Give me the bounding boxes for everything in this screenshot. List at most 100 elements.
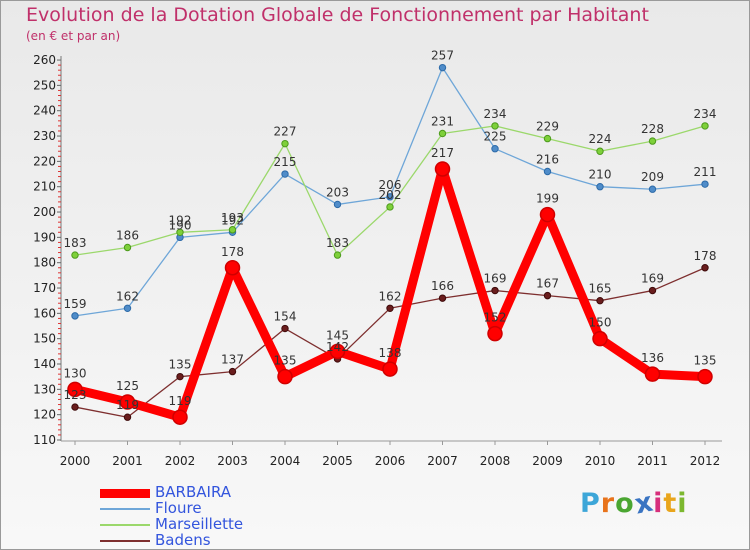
x-tick-label: 2012: [690, 454, 721, 468]
data-label-barbaira: 138: [379, 346, 402, 360]
x-tick-label: 2007: [427, 454, 458, 468]
legend-swatch: [100, 524, 150, 526]
data-label-badens: 165: [589, 282, 612, 296]
y-tick-label: 220: [33, 154, 56, 168]
data-point-marseillette: [491, 122, 499, 130]
data-label-badens: 162: [379, 289, 402, 303]
data-point-floure: [333, 200, 342, 209]
data-label-barbaira: 150: [589, 316, 612, 330]
data-label-floure: 192: [221, 213, 244, 227]
legend-label: Badens: [155, 531, 211, 549]
legend-label: Floure: [155, 499, 202, 517]
data-label-marseillette: 193: [221, 211, 244, 225]
data-label-badens: 167: [536, 277, 559, 291]
logo-letter: P: [580, 488, 601, 519]
data-point-badens: [71, 403, 79, 411]
y-tick-label: 120: [33, 408, 56, 422]
y-tick-label: 210: [33, 180, 56, 194]
y-tick-label: 260: [33, 53, 56, 67]
data-label-marseillette: 231: [431, 115, 454, 129]
chart-subtitle: (en € et par an): [26, 29, 121, 43]
data-label-badens: 154: [274, 310, 297, 324]
logo-letter: i: [677, 488, 688, 519]
y-tick-label: 170: [33, 281, 56, 295]
logo-letter: t: [663, 488, 678, 519]
y-tick-label: 150: [33, 332, 56, 346]
data-label-marseillette: 227: [274, 125, 297, 139]
data-label-floure: 203: [326, 185, 349, 199]
y-tick-label: 140: [33, 357, 56, 371]
data-label-marseillette: 183: [64, 236, 87, 250]
data-point-marseillette: [543, 134, 552, 143]
data-point-floure: [543, 167, 552, 176]
y-tick-label: 240: [33, 104, 56, 118]
data-label-floure: 206: [379, 178, 402, 192]
x-tick-label: 2005: [322, 454, 353, 468]
x-tick-label: 2010: [585, 454, 616, 468]
data-label-barbaira: 136: [641, 351, 664, 365]
y-tick-label: 190: [33, 230, 56, 244]
data-point-badens: [386, 304, 394, 312]
data-label-badens: 135: [169, 358, 192, 372]
data-label-badens: 178: [694, 249, 717, 263]
data-label-badens: 169: [484, 272, 507, 286]
data-label-badens: 119: [116, 398, 139, 412]
data-point-badens: [701, 264, 709, 272]
data-label-badens: 123: [64, 388, 87, 402]
data-point-floure: [596, 183, 604, 191]
data-label-floure: 257: [431, 49, 454, 63]
x-tick-label: 2004: [270, 454, 301, 468]
logo-letter: i: [653, 488, 664, 519]
data-label-badens: 137: [221, 353, 244, 367]
data-label-barbaira: 217: [431, 146, 454, 160]
data-label-barbaira: 125: [116, 379, 139, 393]
data-point-marseillette: [596, 147, 604, 155]
legend-label: Marseillette: [155, 515, 244, 533]
legend-swatch: [100, 488, 150, 498]
y-tick-label: 230: [33, 129, 56, 143]
data-point-badens: [176, 372, 184, 381]
data-point-marseillette: [701, 122, 709, 130]
data-point-barbaira: [434, 161, 451, 177]
data-label-marseillette: 234: [694, 107, 717, 121]
legend-swatch: [100, 540, 150, 542]
data-point-barbaira: [119, 394, 136, 410]
data-label-floure: 210: [589, 168, 612, 182]
data-label-floure: 215: [274, 155, 297, 169]
data-label-marseillette: 228: [641, 122, 664, 136]
data-point-marseillette: [228, 226, 237, 234]
data-point-floure: [386, 193, 394, 201]
data-label-marseillette: 234: [484, 107, 507, 121]
chart-title: Evolution de la Dotation Globale de Fonc…: [26, 4, 649, 26]
x-tick-label: 2008: [480, 454, 511, 468]
data-point-barbaira: [644, 366, 661, 382]
data-point-badens: [281, 324, 289, 333]
data-label-marseillette: 229: [536, 120, 559, 134]
data-label-barbaira: 130: [64, 366, 87, 380]
data-point-floure: [491, 145, 499, 153]
data-point-floure: [281, 170, 289, 178]
data-label-marseillette: 183: [326, 236, 349, 250]
data-point-marseillette: [648, 137, 657, 145]
y-tick-label: 160: [33, 306, 56, 320]
data-label-floure: 159: [64, 297, 87, 311]
data-point-barbaira: [67, 381, 83, 398]
logo-letter: r: [600, 488, 616, 519]
data-point-floure: [701, 180, 709, 188]
x-tick-label: 2001: [112, 454, 143, 468]
data-point-badens: [228, 367, 237, 376]
x-tick-label: 2002: [165, 454, 196, 468]
data-point-badens: [123, 413, 132, 421]
data-point-badens: [596, 296, 604, 305]
data-label-badens: 142: [326, 340, 349, 354]
data-point-barbaira: [697, 368, 713, 385]
data-point-marseillette: [123, 243, 132, 252]
data-point-barbaira: [487, 325, 503, 342]
data-label-marseillette: 192: [169, 213, 192, 227]
data-point-barbaira: [224, 260, 241, 276]
data-label-floure: 209: [641, 170, 664, 184]
data-point-floure: [438, 63, 447, 72]
data-label-marseillette: 224: [589, 132, 612, 146]
